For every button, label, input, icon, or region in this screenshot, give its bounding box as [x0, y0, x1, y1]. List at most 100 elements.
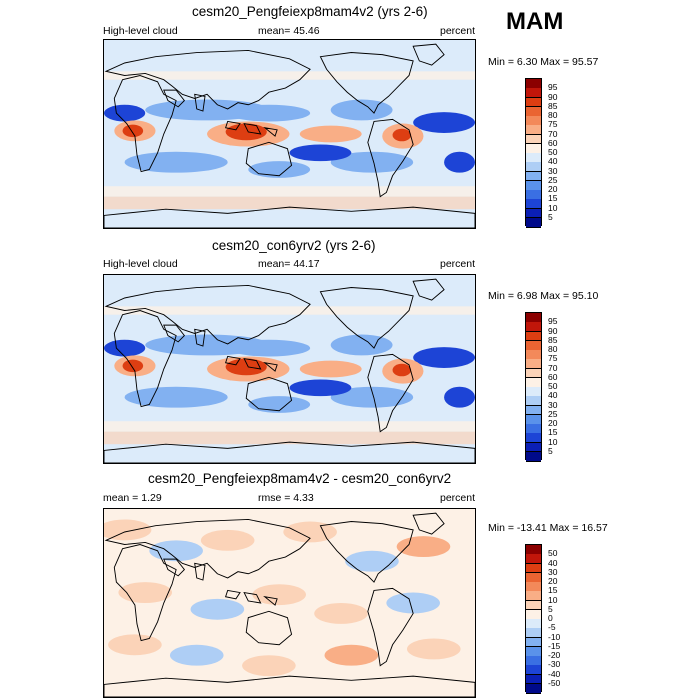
coastline [412, 278, 445, 301]
colorbar-tick-label: 20 [548, 184, 558, 194]
colorbar-tick-label: 10 [548, 202, 558, 213]
colorbar-tick-label: 60 [548, 371, 558, 382]
coastline [224, 589, 278, 606]
colorbar-tick-label: 20 [548, 418, 558, 428]
panel-title: cesm20_Pengfeiexp8mam4v2 (yrs 2-6) [192, 4, 428, 19]
map-plot [103, 508, 476, 698]
coastline [163, 324, 206, 347]
colorbar-tick-label: 15 [548, 585, 558, 596]
coastline [104, 49, 311, 110]
coastline [104, 284, 311, 345]
field-contour [227, 339, 311, 357]
colorbar-tick-label: 90 [548, 325, 558, 336]
coastline [104, 206, 475, 228]
colorbar-tick-label: 90 [548, 91, 558, 102]
season-label: MAM [506, 8, 564, 35]
coastline [245, 376, 293, 412]
colorbar-tick-label: 5 [548, 211, 553, 222]
field-contour [444, 386, 475, 408]
field-contour [242, 655, 296, 677]
units-label: percent [440, 492, 476, 504]
coastline [245, 141, 293, 177]
colorbar-tick-label: 40 [548, 557, 558, 568]
colorbar-tick-label: 0 [548, 613, 553, 623]
field-contour [289, 379, 352, 397]
field-contour [104, 71, 475, 80]
colorbar-tick-label: 50 [548, 548, 558, 559]
colorbar-tick-label: 40 [548, 390, 558, 401]
field-contour [392, 128, 412, 142]
variable-label: High-level cloud [103, 258, 178, 270]
colorbar-tick-label: 75 [548, 119, 558, 130]
colorbar-tick-label: 85 [548, 334, 558, 345]
min-max-label: Min = -13.41 Max = 16.57 [488, 522, 608, 534]
field-contour [122, 124, 144, 138]
field-contour [169, 644, 224, 666]
colorbar-tick-label: 95 [548, 82, 558, 93]
colorbar-tick-label: 70 [548, 128, 558, 139]
colorbar-tick-label: 5 [548, 603, 553, 614]
colorbar-tick-label: 15 [548, 427, 558, 438]
coastline [367, 118, 414, 198]
field-contour [289, 144, 352, 162]
coastline [104, 441, 475, 463]
field-contour [122, 359, 144, 373]
colorbar-tick-label: -10 [548, 631, 561, 642]
field-contour [396, 536, 451, 558]
colorbar-tick-label: 60 [548, 137, 558, 148]
coastline [367, 353, 414, 433]
map-plot [103, 274, 476, 464]
colorbar-tick-label: 50 [548, 147, 558, 157]
colorbar-tick-label: 95 [548, 316, 558, 327]
coastline [367, 587, 414, 667]
colorbar-tick-label: 30 [548, 566, 558, 577]
field-contour [252, 584, 306, 606]
coastline [224, 355, 278, 372]
coastline [113, 544, 177, 642]
field-contour [324, 644, 379, 666]
field-contour [200, 529, 255, 551]
field-contour [392, 363, 412, 377]
colorbar-tick-label: 85 [548, 100, 558, 111]
field-contour [104, 104, 146, 122]
field-contour [330, 334, 393, 356]
coastline [245, 610, 293, 646]
colorbar-tick-label: 75 [548, 353, 558, 364]
coastline [412, 512, 445, 535]
colorbar-tick-label: -15 [548, 640, 561, 651]
colorbar-tick-label: 30 [548, 399, 558, 410]
coastline [163, 89, 206, 112]
colorbar-tick-label: -50 [548, 677, 561, 688]
colorbar-tick-label: -20 [548, 650, 561, 660]
colorbar-tick-label: -30 [548, 659, 561, 670]
colorbar-tick-label: 40 [548, 156, 558, 167]
coastline [319, 287, 414, 349]
colorbar-tick-label: 25 [548, 408, 558, 419]
field-contour [104, 306, 475, 315]
rmse-label: rmse = 4.33 [258, 492, 314, 504]
colorbar: 50 40 30 20 15 10 5 0 -5 -10 -15 -20 -30 -40 -50 [525, 544, 560, 694]
panel-title: cesm20_Pengfeiexp8mam4v2 - cesm20_con6yr… [148, 471, 452, 486]
panel-title: cesm20_con6yrv2 (yrs 2-6) [212, 238, 376, 253]
coastline [113, 75, 177, 173]
field-contour [248, 396, 311, 413]
colorbar-tick-label: 20 [548, 576, 558, 586]
field-contour [227, 104, 311, 122]
coastline [104, 675, 475, 697]
colorbar-tick-label: -5 [548, 622, 556, 633]
map-plot [103, 39, 476, 229]
field-contour [118, 582, 173, 603]
field-contour [149, 540, 203, 562]
coastline [224, 120, 278, 137]
coastline [163, 558, 206, 581]
min-max-label: Min = 6.98 Max = 95.10 [488, 290, 599, 302]
field-contour [330, 386, 414, 408]
colorbar: 95 90 85 80 75 70 60 50 40 30 25 20 15 10 5 [525, 312, 557, 462]
variable-label: High-level cloud [103, 25, 178, 37]
colorbar-tick-label: 15 [548, 193, 558, 204]
colorbar-tick-label: 80 [548, 344, 558, 354]
field-contour [314, 603, 368, 624]
field-contour [330, 151, 414, 173]
field-contour [248, 161, 311, 178]
colorbar-tick-label: 80 [548, 110, 558, 120]
